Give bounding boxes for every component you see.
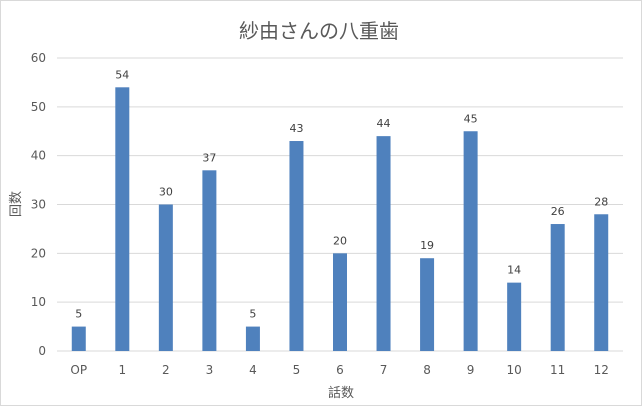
bar-4 xyxy=(245,326,260,351)
x-tick-label: 4 xyxy=(249,363,257,377)
chart-title: 紗由さんの八重歯 xyxy=(239,19,399,43)
data-label: 43 xyxy=(289,122,303,135)
data-label: 20 xyxy=(333,234,347,247)
bar-12 xyxy=(594,214,609,351)
bar-10 xyxy=(507,282,522,351)
data-label: 26 xyxy=(551,205,565,218)
bar-7 xyxy=(376,136,391,351)
bar-5 xyxy=(289,141,304,351)
x-tick-label: 9 xyxy=(467,363,475,377)
bar-6 xyxy=(333,253,347,351)
data-label: 5 xyxy=(75,308,82,321)
y-axis-title: 回数 xyxy=(9,191,24,217)
y-tick-label: 30 xyxy=(31,198,46,212)
x-axis-ticks: OP 1 2 3 4 5 6 7 8 9 10 11 12 xyxy=(70,363,608,377)
x-tick-label: 6 xyxy=(336,363,344,377)
x-tick-label: 1 xyxy=(118,363,126,377)
x-tick-label: 8 xyxy=(423,363,431,377)
bar-11 xyxy=(550,224,565,351)
data-label: 30 xyxy=(159,186,173,199)
data-label: 5 xyxy=(249,308,256,321)
data-label: 14 xyxy=(507,264,521,277)
bar-1 xyxy=(115,87,130,352)
data-label: 45 xyxy=(464,112,478,125)
y-tick-label: 10 xyxy=(31,295,46,309)
data-label: 37 xyxy=(202,151,216,164)
y-axis-ticks: 0 10 20 30 40 50 60 xyxy=(31,51,46,358)
y-tick-label: 20 xyxy=(31,246,46,260)
bars xyxy=(71,87,609,352)
bar-8 xyxy=(420,258,435,351)
x-tick-label: 5 xyxy=(293,363,301,377)
x-tick-label: 11 xyxy=(550,363,565,377)
x-tick-label: 12 xyxy=(594,363,609,377)
bar-2 xyxy=(158,204,173,351)
data-labels: 5 54 30 37 5 43 20 44 19 45 14 26 28 xyxy=(75,68,608,320)
y-tick-label: 40 xyxy=(31,149,46,163)
y-tick-label: 0 xyxy=(38,344,46,358)
x-tick-label: 10 xyxy=(507,363,522,377)
data-label: 44 xyxy=(377,117,391,130)
data-label: 28 xyxy=(594,195,608,208)
bar-9 xyxy=(463,131,478,351)
x-tick-label: 7 xyxy=(380,363,388,377)
data-label: 54 xyxy=(115,68,129,81)
x-tick-label: OP xyxy=(70,363,87,377)
x-axis-title: 話数 xyxy=(328,385,354,401)
x-tick-label: 2 xyxy=(162,363,170,377)
x-tick-label: 3 xyxy=(206,363,214,377)
bar-3 xyxy=(202,170,217,351)
y-tick-label: 60 xyxy=(31,51,46,65)
data-label: 19 xyxy=(420,239,434,252)
bar-OP xyxy=(71,326,86,351)
y-tick-label: 50 xyxy=(31,100,46,114)
